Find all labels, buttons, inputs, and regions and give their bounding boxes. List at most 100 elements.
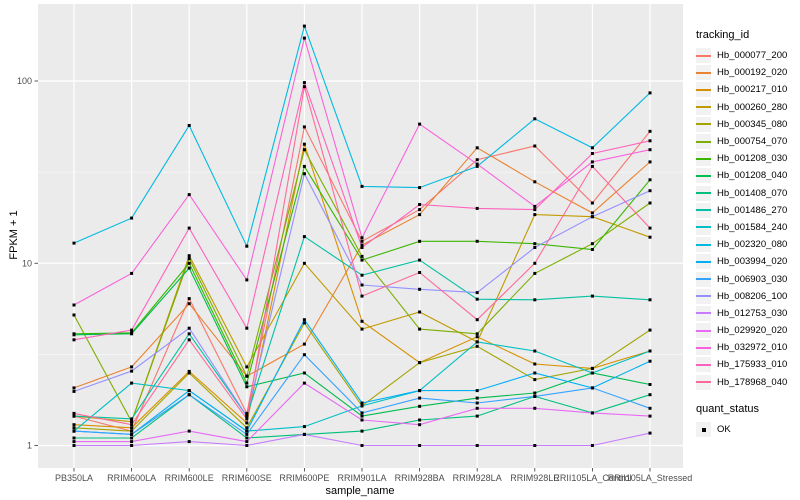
data-point bbox=[475, 297, 479, 301]
data-point bbox=[475, 335, 479, 339]
legend-title-tracking-id: tracking_id bbox=[696, 29, 750, 41]
data-point bbox=[245, 381, 249, 385]
data-point bbox=[245, 426, 249, 430]
data-point bbox=[648, 129, 652, 133]
data-point bbox=[590, 211, 594, 215]
legend-item-label: Hb_001208_030 bbox=[717, 153, 788, 165]
data-point bbox=[590, 386, 594, 390]
data-point bbox=[360, 444, 364, 447]
y-tick-label: 10 bbox=[22, 258, 32, 268]
data-point bbox=[130, 420, 134, 424]
data-point bbox=[418, 271, 422, 274]
legend-item-label: Hb_029920_020 bbox=[717, 325, 788, 337]
black-square-point-icon bbox=[701, 427, 706, 432]
data-point bbox=[302, 142, 306, 146]
data-point bbox=[130, 332, 134, 336]
data-point bbox=[418, 122, 422, 126]
legend-item-Hb_006903_030: Hb_006903_030 bbox=[696, 270, 787, 287]
data-point bbox=[360, 273, 364, 277]
data-point bbox=[648, 406, 652, 410]
legend-key-line-icon bbox=[696, 174, 711, 177]
legend-key bbox=[696, 374, 711, 390]
data-point bbox=[72, 444, 76, 447]
data-point bbox=[590, 201, 594, 205]
legend-key bbox=[696, 65, 711, 81]
data-point bbox=[648, 226, 652, 230]
legend-item-Hb_001584_240: Hb_001584_240 bbox=[696, 219, 787, 236]
data-point bbox=[360, 283, 364, 287]
data-point bbox=[130, 440, 134, 444]
legend-item-Hb_000077_200: Hb_000077_200 bbox=[696, 47, 787, 64]
data-point bbox=[245, 374, 249, 378]
data-point bbox=[418, 361, 422, 365]
data-point bbox=[187, 297, 191, 301]
legend-items-tracking-id: Hb_000077_200 Hb_000192_020 Hb_000217_010 H… bbox=[696, 47, 787, 391]
data-point bbox=[475, 444, 479, 447]
legend-key-line-icon bbox=[696, 209, 711, 212]
data-point bbox=[533, 371, 537, 375]
legend-item-label: Hb_001208_040 bbox=[717, 170, 788, 182]
data-point bbox=[360, 401, 364, 405]
legend-item-Hb_001208_030: Hb_001208_030 bbox=[696, 150, 787, 167]
data-point bbox=[533, 213, 537, 217]
data-point bbox=[130, 426, 134, 430]
data-point bbox=[187, 124, 191, 127]
data-point bbox=[590, 242, 594, 246]
legend-key bbox=[696, 202, 711, 218]
legend-key bbox=[696, 168, 711, 184]
legend-item-Hb_003994_020: Hb_003994_020 bbox=[696, 253, 787, 270]
legend-item-Hb_000260_280: Hb_000260_280 bbox=[696, 99, 787, 116]
data-point bbox=[187, 261, 191, 265]
data-point bbox=[360, 239, 364, 243]
legend-key bbox=[696, 185, 711, 201]
data-point bbox=[533, 117, 537, 121]
data-point bbox=[648, 359, 652, 363]
x-tick-label: RRIM600PE bbox=[279, 473, 329, 483]
data-point bbox=[130, 432, 134, 436]
data-point bbox=[187, 393, 191, 397]
data-point bbox=[130, 436, 134, 440]
x-axis-title: sample_name bbox=[325, 485, 395, 497]
data-point bbox=[590, 160, 594, 164]
data-point bbox=[648, 349, 652, 353]
legend-item-label: Hb_006903_030 bbox=[717, 273, 788, 285]
data-point bbox=[360, 258, 364, 262]
legend-item-label: Hb_008206_100 bbox=[717, 290, 788, 302]
legend-key-line-icon bbox=[696, 54, 711, 57]
data-point bbox=[302, 24, 306, 28]
data-point bbox=[72, 411, 76, 415]
data-point bbox=[418, 404, 422, 408]
x-tick-label: RRII105LA_Control bbox=[553, 473, 631, 483]
data-point bbox=[130, 365, 134, 369]
data-point bbox=[130, 271, 134, 275]
legend-item-label: Hb_000345_080 bbox=[717, 118, 788, 130]
panel-background bbox=[38, 4, 683, 468]
legend-key bbox=[696, 99, 711, 115]
legend-key-line-icon bbox=[696, 157, 711, 160]
legend-key-line-icon bbox=[696, 192, 711, 195]
data-point bbox=[533, 391, 537, 395]
data-point bbox=[187, 302, 191, 306]
data-point bbox=[302, 172, 306, 176]
data-point bbox=[72, 436, 76, 440]
data-point bbox=[418, 327, 422, 331]
data-point bbox=[302, 164, 306, 168]
legend-key-line-icon bbox=[696, 88, 711, 91]
data-point bbox=[302, 432, 306, 436]
data-point bbox=[72, 414, 76, 418]
data-point bbox=[360, 429, 364, 433]
data-point bbox=[130, 369, 134, 373]
data-point bbox=[187, 371, 191, 375]
legend-item-label: Hb_175933_010 bbox=[717, 359, 788, 371]
legend-key-line-icon bbox=[696, 140, 711, 143]
data-point bbox=[302, 318, 306, 322]
data-point bbox=[360, 404, 364, 408]
data-point bbox=[533, 378, 537, 382]
data-point bbox=[475, 340, 479, 344]
data-point bbox=[648, 178, 652, 182]
data-point bbox=[245, 278, 249, 282]
data-point bbox=[360, 254, 364, 258]
data-point bbox=[533, 180, 537, 184]
legend-item-Hb_012753_030: Hb_012753_030 bbox=[696, 305, 787, 322]
data-point bbox=[590, 294, 594, 298]
